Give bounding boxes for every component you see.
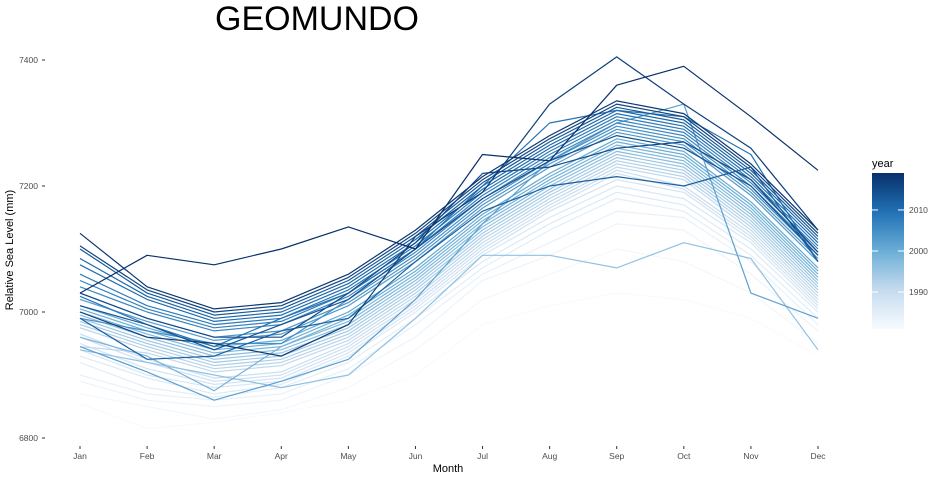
x-tick-label: Sep xyxy=(609,451,624,461)
series-line-1993 xyxy=(79,160,819,367)
series-line-1981 xyxy=(79,292,819,430)
x-tick-label: Aug xyxy=(542,451,557,461)
series-line-1983 xyxy=(79,223,819,408)
series-line-1999 xyxy=(79,144,819,392)
x-tick-label: Dec xyxy=(810,451,826,461)
series-line-1982 xyxy=(79,248,819,420)
series-line-1988 xyxy=(79,179,819,385)
year-legend: year 1990 2000 2010 xyxy=(872,158,928,329)
y-tick-label: 7400 xyxy=(19,55,38,65)
x-tick-label: Oct xyxy=(677,451,691,461)
series-line-2015 xyxy=(79,141,819,338)
series-line-2017 xyxy=(79,56,819,357)
series-line-1990 xyxy=(79,169,819,379)
legend-title: year xyxy=(872,158,894,170)
series-line-1998 xyxy=(79,147,819,354)
x-tick-label: Feb xyxy=(140,451,155,461)
series-line-1989 xyxy=(79,172,819,382)
series-line-2003 xyxy=(79,131,819,341)
series-line-1991 xyxy=(79,166,819,373)
x-tick-label: Jun xyxy=(409,451,423,461)
x-tick-label: May xyxy=(340,451,357,461)
legend-tick-label: 2010 xyxy=(909,205,928,215)
y-axis: 6800 7000 7200 7400 xyxy=(19,55,45,443)
series-line-2011 xyxy=(79,109,819,319)
series-line-1984 xyxy=(79,210,819,401)
y-tick-label: 7200 xyxy=(19,181,38,191)
series-line-2012 xyxy=(79,166,819,360)
y-tick-label: 6800 xyxy=(19,433,38,443)
x-tick-label: Nov xyxy=(743,451,759,461)
series-line-2019 xyxy=(79,65,819,294)
series-lines xyxy=(79,56,819,430)
x-axis-title: Month xyxy=(433,463,464,475)
series-line-2005 xyxy=(79,125,819,345)
x-tick-label: Jan xyxy=(73,451,87,461)
x-tick-label: Jul xyxy=(477,451,488,461)
series-line-1994 xyxy=(79,157,819,363)
legend-tick-label: 1990 xyxy=(909,287,928,297)
series-line-2013 xyxy=(79,106,819,316)
series-line-2016 xyxy=(79,103,819,313)
series-line-1995 xyxy=(79,153,819,360)
series-line-2010 xyxy=(79,112,819,322)
series-line-2002 xyxy=(79,103,819,401)
series-line-2014 xyxy=(79,135,819,351)
series-line-1992 xyxy=(79,163,819,370)
series-line-2006 xyxy=(79,122,819,332)
series-line-2007 xyxy=(79,119,819,329)
legend-ticks: 1990 2000 2010 xyxy=(872,205,928,297)
x-axis: Jan Feb Mar Apr May Jun Jul Aug Sep Oct Nov Dec xyxy=(73,446,826,461)
series-line-1996 xyxy=(79,242,819,389)
series-line-2018 xyxy=(79,100,819,310)
series-line-2000 xyxy=(79,141,819,351)
chart-title: GEOMUNDO xyxy=(215,0,419,38)
y-tick-label: 7000 xyxy=(19,307,38,317)
y-axis-title: Relative Sea Level (mm) xyxy=(4,190,16,310)
x-tick-label: Apr xyxy=(275,451,288,461)
x-tick-label: Mar xyxy=(207,451,222,461)
legend-tick-label: 2000 xyxy=(909,246,928,256)
series-line-2008 xyxy=(79,116,819,326)
series-line-1997 xyxy=(79,150,819,357)
